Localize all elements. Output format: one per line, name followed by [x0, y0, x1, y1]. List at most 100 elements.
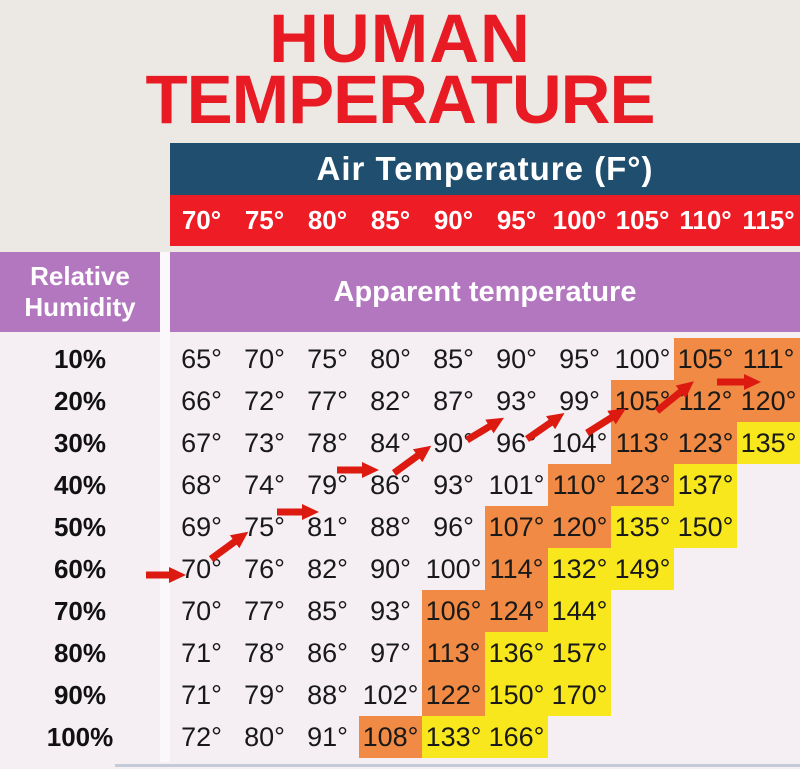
apparent-temp-cell: 78° — [244, 637, 285, 668]
title-line-1: HUMAN — [269, 0, 531, 77]
humidity-row-label: 60% — [53, 553, 107, 584]
apparent-temp-cell: 170° — [548, 674, 611, 716]
row-gap — [160, 506, 170, 548]
apparent-temp-cell: 66° — [181, 385, 222, 416]
apparent-temp-cell: 113° — [611, 422, 674, 464]
humidity-row-label: 80% — [53, 637, 107, 668]
air-temp-column-header: 75° — [244, 205, 285, 235]
apparent-temp-cell: 135° — [611, 506, 674, 548]
apparent-temp-cell: 81° — [307, 511, 348, 542]
apparent-temp-cell: 123° — [611, 464, 674, 506]
apparent-temp-cell — [611, 590, 674, 632]
apparent-temp-cell: 111° — [737, 338, 800, 380]
air-temp-column-header: 80° — [307, 205, 348, 235]
air-temperature-header: Air Temperature (F°) — [170, 143, 800, 195]
page-title: HUMAN TEMPERATURE — [0, 0, 800, 138]
apparent-temp-cell: 96° — [496, 427, 537, 458]
apparent-temp-cell: 79° — [244, 679, 285, 710]
apparent-temp-cell — [674, 548, 737, 590]
apparent-temp-cell: 133° — [422, 716, 485, 758]
apparent-temp-cell: 72° — [181, 721, 222, 752]
apparent-temp-cell: 96° — [433, 511, 474, 542]
apparent-temp-cell — [611, 674, 674, 716]
apparent-temp-cell: 80° — [244, 721, 285, 752]
apparent-temp-cell: 70° — [181, 595, 222, 626]
apparent-temp-cell: 86° — [307, 637, 348, 668]
apparent-temp-cell: 90° — [370, 553, 411, 584]
title-line-2: TEMPERATURE — [145, 61, 655, 138]
apparent-temp-cell: 99° — [559, 385, 600, 416]
apparent-temp-cell: 87° — [433, 385, 474, 416]
humidity-row-label: 40% — [53, 469, 107, 500]
apparent-temp-cell: 93° — [496, 385, 537, 416]
apparent-temp-cell: 124° — [485, 590, 548, 632]
apparent-temp-cell — [737, 632, 800, 674]
apparent-temp-cell: 100° — [425, 553, 482, 584]
apparent-temp-cell: 79° — [307, 469, 348, 500]
apparent-temp-cell — [611, 716, 674, 758]
apparent-temp-cell: 74° — [244, 469, 285, 500]
apparent-temp-cell: 71° — [181, 679, 222, 710]
row-gap — [160, 464, 170, 506]
humidity-row-label: 30% — [53, 427, 107, 458]
apparent-temp-cell: 90° — [496, 343, 537, 374]
row-gap — [160, 632, 170, 674]
apparent-temp-cell: 75° — [307, 343, 348, 374]
apparent-temp-cell: 88° — [370, 511, 411, 542]
air-temp-column-header: 115° — [742, 205, 795, 235]
apparent-temp-cell — [548, 716, 611, 758]
apparent-temp-cell — [674, 590, 737, 632]
apparent-temp-cell: 122° — [422, 674, 485, 716]
apparent-temp-cell: 91° — [307, 721, 348, 752]
air-temp-column-header: 105° — [615, 205, 670, 235]
humidity-row-label: 90% — [53, 679, 107, 710]
air-temp-column-header: 95° — [496, 205, 537, 235]
row-gap — [160, 716, 170, 758]
apparent-temp-cell: 75° — [244, 511, 285, 542]
apparent-temp-cell: 72° — [244, 385, 285, 416]
apparent-temp-cell: 85° — [307, 595, 348, 626]
apparent-temp-cell: 65° — [181, 343, 222, 374]
column-gap-stripe — [160, 252, 170, 762]
apparent-temp-cell: 97° — [370, 637, 411, 668]
air-temperature-column-headers: 70° 75° 80° 85° 90° 95° 100° 105° 110° 115° — [170, 195, 800, 246]
apparent-temp-cell: 112° — [674, 380, 737, 422]
relative-humidity-line-1: Relative — [30, 261, 130, 291]
apparent-temp-cell: 71° — [181, 637, 222, 668]
apparent-temp-cell — [737, 590, 800, 632]
apparent-temp-cell: 150° — [485, 674, 548, 716]
humidity-row-label: 50% — [53, 511, 107, 542]
apparent-temp-cell: 93° — [433, 469, 474, 500]
apparent-temp-cell: 136° — [485, 632, 548, 674]
apparent-temp-cell: 137° — [674, 464, 737, 506]
apparent-temp-cell: 88° — [307, 679, 348, 710]
row-gap — [160, 380, 170, 422]
apparent-temp-cell: 84° — [370, 427, 411, 458]
relative-humidity-header: Relative Humidity — [0, 252, 160, 332]
air-temp-column-header: 110° — [679, 205, 732, 235]
apparent-temp-cell: 73° — [244, 427, 285, 458]
apparent-temp-cell: 104° — [551, 427, 608, 458]
apparent-temp-cell — [611, 632, 674, 674]
apparent-temp-cell: 82° — [307, 553, 348, 584]
apparent-temp-cell: 100° — [614, 343, 671, 374]
apparent-temp-cell: 77° — [244, 595, 285, 626]
apparent-temp-cell — [737, 674, 800, 716]
apparent-temp-cell: 70° — [244, 343, 285, 374]
apparent-temp-cell: 67° — [181, 427, 222, 458]
air-temp-column-header: 70° — [181, 205, 222, 235]
apparent-temp-cell: 135° — [737, 422, 800, 464]
apparent-temp-cell: 107° — [485, 506, 548, 548]
apparent-temp-cell — [737, 548, 800, 590]
row-gap — [160, 422, 170, 464]
apparent-temp-cell: 113° — [422, 632, 485, 674]
air-temp-column-header: 100° — [552, 205, 607, 235]
air-temp-column-header: 90° — [433, 205, 474, 235]
relative-humidity-line-2: Humidity — [24, 292, 136, 322]
apparent-temp-cell: 68° — [181, 469, 222, 500]
apparent-temp-cell: 132° — [548, 548, 611, 590]
apparent-temp-cell: 166° — [485, 716, 548, 758]
apparent-temp-cell: 102° — [362, 679, 419, 710]
apparent-temp-cell: 95° — [559, 343, 600, 374]
apparent-temp-cell: 149° — [611, 548, 674, 590]
